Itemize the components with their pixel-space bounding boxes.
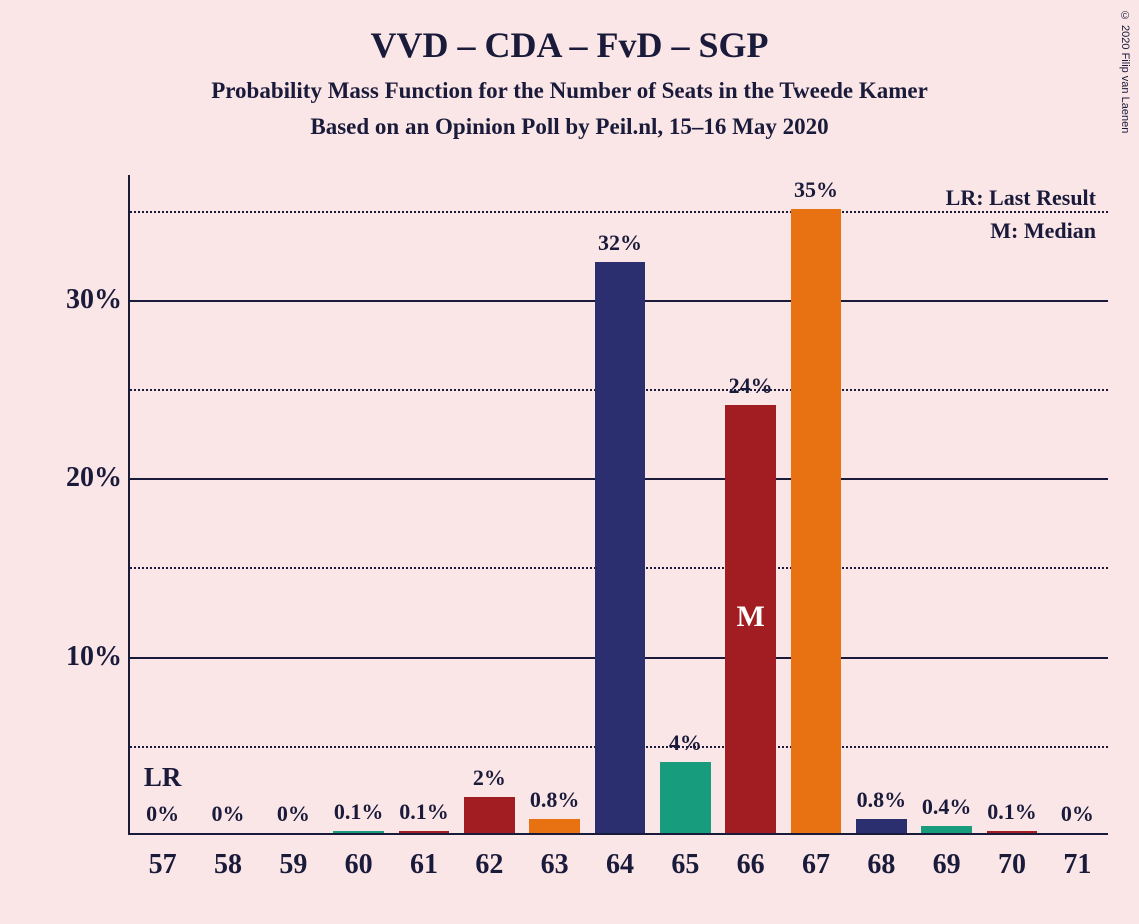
x-axis-label: 66	[718, 849, 783, 881]
y-axis-label: 30%	[52, 284, 122, 316]
bar	[856, 819, 907, 833]
bar	[529, 819, 580, 833]
bar-value-label: 24%	[715, 373, 786, 399]
bar-value-label: 0.1%	[389, 799, 460, 825]
x-axis-label: 62	[457, 849, 522, 881]
chart-subtitle-2: Based on an Opinion Poll by Peil.nl, 15–…	[0, 114, 1139, 140]
chart-subtitle-1: Probability Mass Function for the Number…	[0, 78, 1139, 104]
x-axis-label: 68	[849, 849, 914, 881]
bars-container: 0%0%0%0.1%0.1%2%0.8%32%4%24%M35%0.8%0.4%…	[130, 175, 1108, 833]
bar-value-label: 2%	[454, 765, 525, 791]
x-axis-label: 58	[195, 849, 260, 881]
x-axis-label: 65	[653, 849, 718, 881]
copyright-text: © 2020 Filip van Laenen	[1119, 10, 1131, 133]
x-axis-label: 67	[783, 849, 848, 881]
bar	[333, 831, 384, 833]
x-axis-label: 60	[326, 849, 391, 881]
median-marker: M	[725, 600, 776, 634]
bar	[464, 797, 515, 833]
x-axis-label: 63	[522, 849, 587, 881]
y-axis-label: 10%	[52, 641, 122, 673]
chart-title: VVD – CDA – FvD – SGP	[0, 24, 1139, 66]
bar-value-label: 0.1%	[323, 799, 394, 825]
bar	[791, 209, 842, 833]
bar	[987, 831, 1038, 833]
bar	[595, 262, 646, 833]
bar	[399, 831, 450, 833]
bar-value-label: 0.4%	[911, 794, 982, 820]
x-axis-label: 57	[130, 849, 195, 881]
bar-value-label: 0%	[127, 801, 198, 827]
x-axis-label: 70	[979, 849, 1044, 881]
bar	[660, 762, 711, 833]
bar-value-label: 0.8%	[846, 787, 917, 813]
x-axis-label: 61	[391, 849, 456, 881]
bar-value-label: 0.1%	[977, 799, 1048, 825]
bar-value-label: 35%	[781, 177, 852, 203]
bar-value-label: 0%	[258, 801, 329, 827]
bar-value-label: 32%	[585, 230, 656, 256]
x-axis-label: 59	[261, 849, 326, 881]
bar-value-label: 4%	[650, 730, 721, 756]
lr-marker: LR	[137, 762, 188, 793]
y-axis-label: 20%	[52, 462, 122, 494]
title-block: VVD – CDA – FvD – SGP Probability Mass F…	[0, 0, 1139, 140]
chart-plot-area: LR: Last Result M: Median 10%20%30% 0%0%…	[128, 175, 1108, 835]
x-axis-label: 71	[1045, 849, 1110, 881]
bar-value-label: 0%	[193, 801, 264, 827]
bar-value-label: 0%	[1042, 801, 1113, 827]
x-axis-label: 69	[914, 849, 979, 881]
bar	[921, 826, 972, 833]
x-axis-label: 64	[587, 849, 652, 881]
bar-value-label: 0.8%	[519, 787, 590, 813]
